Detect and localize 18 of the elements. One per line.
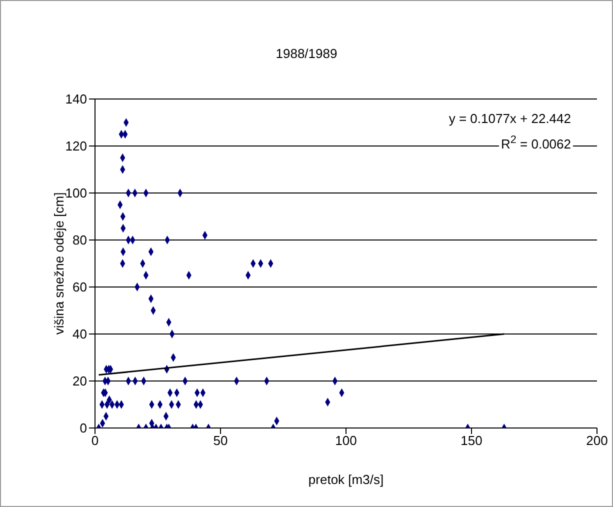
annotation: y = 0.1077x + 22.442 — [446, 111, 573, 127]
x-tick-label: 150 — [460, 433, 482, 448]
y-tick-label: 60 — [72, 280, 87, 295]
y-tick-label: 140 — [65, 92, 87, 107]
y-tick-label: 40 — [72, 326, 87, 342]
y-tick-label: 20 — [72, 374, 87, 389]
x-axis-title: pretok [m3/s] — [308, 472, 384, 487]
x-tick-label: 100 — [335, 433, 357, 448]
x-tick-label: 50 — [213, 433, 228, 448]
chart-title: 1988/1989 — [274, 46, 338, 61]
y-tick-label: 80 — [72, 232, 87, 248]
y-axis-title: višina snežne odeje [cm] — [52, 192, 67, 335]
y-tick-label: 0 — [80, 420, 87, 436]
annotation: R$^{2}$ = 0.0062 — [499, 132, 573, 152]
x-tick-label: 200 — [586, 433, 608, 448]
y-tick-label: 120 — [65, 138, 87, 154]
y-tick-label: 100 — [65, 186, 87, 201]
x-tick-label: 0 — [91, 433, 99, 448]
